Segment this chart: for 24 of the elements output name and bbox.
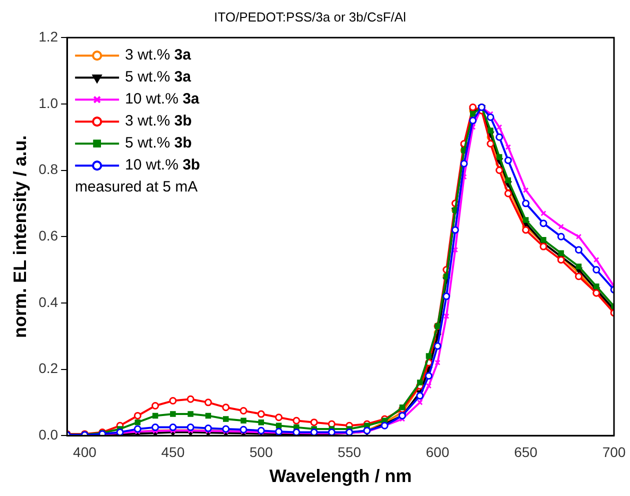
x-tick-label: 600 [426, 444, 450, 460]
x-axis-title: Wavelength / nm [269, 466, 412, 486]
annotation: measured at 5 mA [75, 178, 198, 196]
legend-label: 3 wt.% 3b [125, 112, 192, 130]
legend-label: 5 wt.% 3a [125, 68, 192, 86]
y-tick-label: 0.0 [38, 426, 58, 442]
legend-label: 3 wt.% 3a [125, 46, 192, 64]
y-tick-label: 1.0 [38, 94, 58, 111]
y-tick-label: 0.6 [38, 227, 58, 244]
x-tick-label: 450 [161, 444, 185, 460]
chart-title: ITO/PEDOT:PSS/3a or 3b/CsF/Al [214, 9, 406, 24]
x-tick-label: 650 [514, 444, 538, 460]
y-tick-label: 0.4 [38, 294, 58, 310]
x-tick-label: 500 [249, 444, 274, 460]
legend-label: 10 wt.% 3b [125, 156, 200, 174]
legend-label: 5 wt.% 3b [125, 134, 192, 152]
y-tick-label: 0.8 [38, 161, 58, 178]
y-axis-title: norm. EL intensity / a.u. [10, 135, 30, 338]
x-tick-label: 400 [73, 444, 97, 460]
x-tick-label: 700 [602, 444, 626, 460]
y-tick-label: 0.2 [38, 360, 58, 376]
x-tick-label: 550 [338, 444, 362, 460]
legend-label: 10 wt.% 3a [125, 90, 200, 108]
y-tick-label: 1.2 [38, 28, 58, 44]
